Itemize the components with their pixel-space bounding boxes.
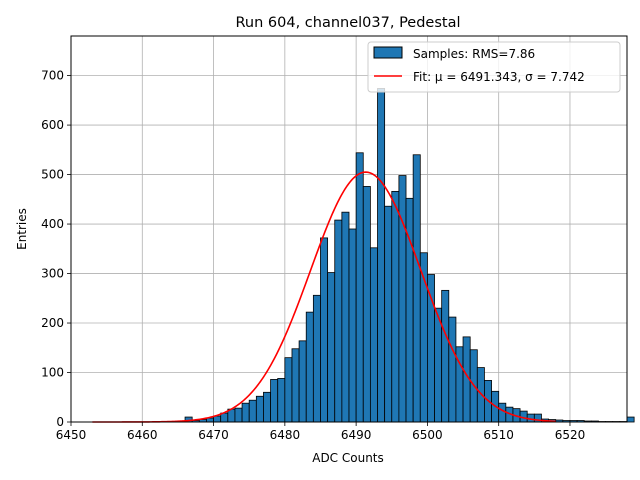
x-tick-label: 6470 <box>198 428 229 442</box>
histogram-bar <box>263 391 271 423</box>
y-tick-label: 0 <box>56 415 64 429</box>
histogram-bar <box>312 294 321 423</box>
histogram-bar <box>305 311 314 423</box>
x-tick-label: 6480 <box>270 428 301 442</box>
histogram-bar <box>341 211 350 423</box>
histogram-bar <box>255 395 264 423</box>
histogram-bar <box>434 307 443 423</box>
legend-histogram-label: Samples: RMS=7.86 <box>413 47 535 61</box>
histogram-bar <box>348 228 357 423</box>
y-tick-label: 500 <box>41 168 64 182</box>
y-tick-label: 400 <box>41 217 64 231</box>
histogram-bar <box>241 402 250 423</box>
x-tick-label: 6510 <box>483 428 514 442</box>
x-tick-label: 6460 <box>127 428 158 442</box>
x-axis-label: ADC Counts <box>312 451 384 465</box>
chart-title: Run 604, channel037, Pedestal <box>235 15 460 31</box>
histogram-bar <box>334 219 343 423</box>
legend: Samples: RMS=7.86 Fit: μ = 6491.343, σ =… <box>367 41 621 93</box>
histogram-bar <box>377 88 386 423</box>
legend-fit-label: Fit: μ = 6491.343, σ = 7.742 <box>413 70 585 84</box>
y-tick-label: 600 <box>41 118 64 132</box>
histogram-bar <box>391 190 400 423</box>
histogram-bar <box>320 237 329 423</box>
x-axis-ticks: 6450 6460 6470 6480 6490 6500 6510 6520 <box>56 422 586 442</box>
histogram-bar <box>291 348 300 423</box>
histogram-bar <box>398 175 407 423</box>
y-axis-ticks: 0 100 200 300 400 500 600 700 <box>41 69 71 429</box>
histogram-bar <box>270 379 279 423</box>
y-tick-label: 300 <box>41 267 64 281</box>
plot-frame <box>70 35 628 423</box>
histogram-bar <box>384 205 393 423</box>
histogram-bar <box>284 357 293 423</box>
histogram-bar <box>355 152 364 423</box>
legend-histogram-swatch <box>373 46 403 59</box>
histogram-bar <box>277 378 286 423</box>
histogram-bar <box>362 186 371 423</box>
histogram-bar <box>626 416 635 423</box>
histogram-bar <box>448 316 457 423</box>
histogram-bar <box>412 154 421 423</box>
histogram-bar <box>298 340 307 423</box>
histogram-bar <box>213 415 222 423</box>
legend-box <box>367 41 621 93</box>
histogram-bar <box>441 289 450 423</box>
y-tick-label: 100 <box>41 366 64 380</box>
histogram-bar <box>234 407 243 423</box>
x-tick-label: 6500 <box>412 428 443 442</box>
x-tick-label: 6520 <box>555 428 586 442</box>
y-axis-label: Entries <box>15 208 29 250</box>
y-tick-label: 700 <box>41 69 64 83</box>
histogram-bar <box>248 399 257 423</box>
histogram-bar <box>327 272 336 423</box>
y-tick-label: 200 <box>41 316 64 330</box>
x-tick-label: 6450 <box>56 428 87 442</box>
histogram-bar <box>498 402 507 423</box>
histogram-bar <box>369 247 378 423</box>
x-tick-label: 6490 <box>341 428 372 442</box>
